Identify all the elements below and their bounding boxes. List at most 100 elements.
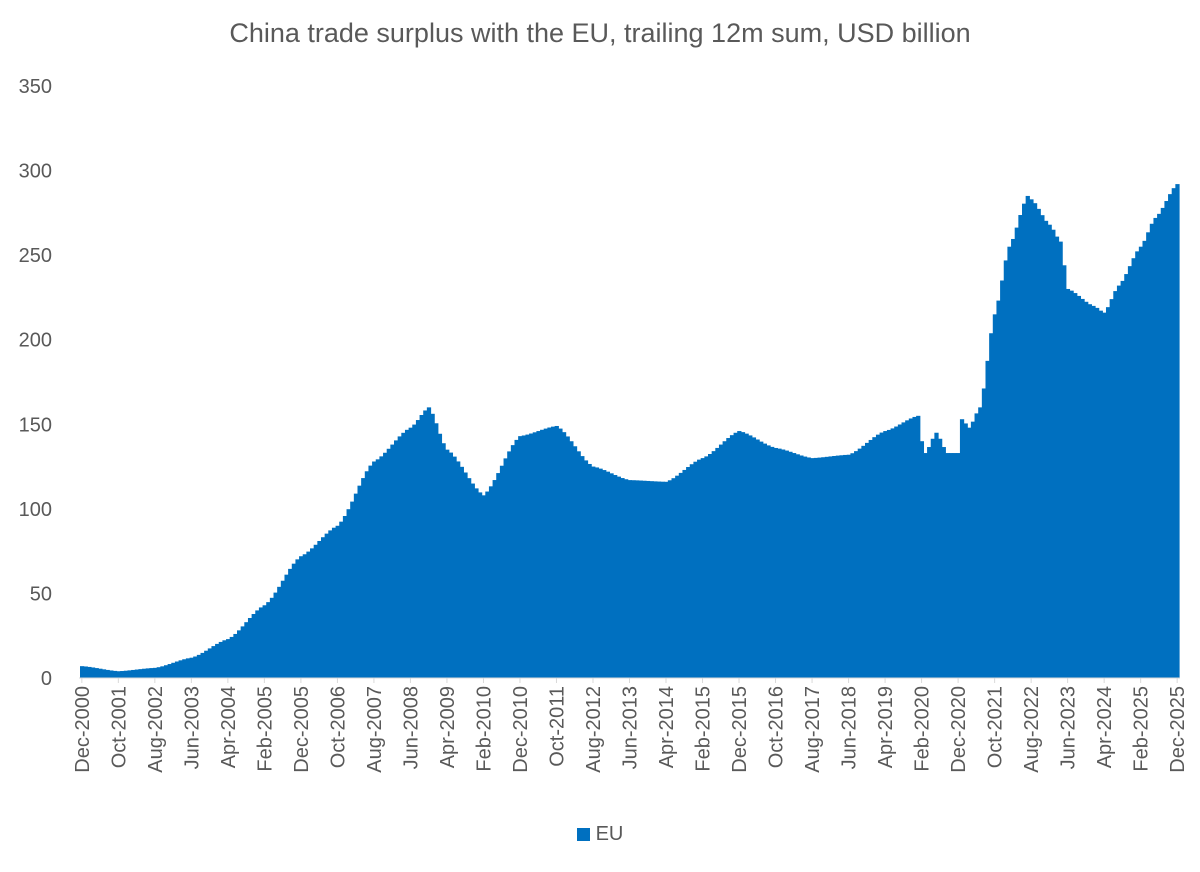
bar: [1164, 201, 1169, 678]
bar: [981, 388, 987, 678]
bar: [540, 429, 545, 678]
bar: [547, 427, 552, 678]
bar: [1054, 236, 1060, 678]
bar: [959, 419, 965, 678]
bar: [697, 459, 702, 678]
bar: [788, 451, 793, 678]
bar: [1000, 280, 1005, 678]
bar: [127, 670, 132, 678]
bar: [251, 614, 256, 678]
bar: [280, 580, 286, 678]
bar: [386, 448, 391, 678]
bar: [558, 428, 563, 678]
bar: [218, 641, 223, 678]
bar: [474, 488, 479, 678]
bar: [551, 426, 556, 678]
x-tick-label: Aug-2012: [583, 686, 605, 773]
bar: [419, 415, 424, 678]
bar: [945, 453, 950, 678]
y-tick-label: 200: [19, 330, 52, 352]
bar: [94, 668, 99, 678]
bar: [580, 456, 585, 678]
bar: [109, 670, 114, 678]
bar: [456, 461, 461, 678]
bar: [1062, 265, 1067, 678]
legend-swatch-eu: [576, 828, 590, 842]
bar: [320, 537, 326, 678]
bar: [503, 458, 508, 678]
bar: [514, 439, 519, 678]
bar: [1131, 258, 1136, 678]
x-tick-label: Apr-2024: [1094, 686, 1116, 768]
x-tick-label: Feb-2020: [912, 686, 934, 772]
bar: [770, 446, 775, 678]
bar: [350, 501, 355, 678]
bar: [1120, 280, 1125, 678]
x-tick-label: Aug-2002: [145, 686, 167, 773]
bar: [437, 433, 443, 678]
bar: [357, 485, 362, 678]
bar: [715, 447, 720, 678]
bar: [594, 467, 600, 678]
bar: [306, 551, 311, 678]
bar: [426, 407, 432, 678]
bar: [711, 451, 716, 678]
bar: [204, 650, 209, 678]
y-tick-label: 50: [30, 583, 52, 605]
bar: [886, 429, 892, 678]
x-tick-label: Dec-2025: [1167, 686, 1189, 773]
bar: [207, 648, 213, 678]
bar: [1047, 224, 1052, 678]
bar: [821, 457, 826, 678]
bar: [299, 556, 304, 678]
bar: [317, 540, 322, 678]
bar: [948, 453, 954, 678]
bar: [1153, 217, 1158, 678]
x-tick-label: Jun-2023: [1058, 686, 1080, 769]
bar: [390, 444, 395, 678]
bar: [1014, 227, 1019, 679]
bar: [938, 438, 943, 678]
bar: [1135, 251, 1140, 678]
bar: [470, 483, 475, 678]
bar: [467, 478, 472, 678]
bar: [434, 423, 439, 678]
bar: [868, 439, 873, 678]
bar: [492, 480, 497, 678]
bar: [171, 662, 176, 678]
x-tick-label: Feb-2025: [1131, 686, 1153, 772]
x-tick-label: Aug-2007: [364, 686, 386, 773]
bar: [1102, 312, 1107, 678]
bar: [98, 668, 103, 678]
x-tick-label: Jun-2013: [620, 686, 642, 769]
bar: [591, 466, 596, 678]
bar: [682, 469, 687, 678]
bar: [737, 431, 742, 678]
bar: [83, 666, 88, 678]
bar: [536, 431, 541, 678]
bar: [923, 453, 928, 678]
bar: [284, 574, 289, 678]
bar: [587, 463, 592, 678]
bar: [131, 669, 136, 678]
bar: [919, 441, 925, 678]
bar: [156, 667, 161, 678]
bar: [857, 448, 862, 678]
bar: [773, 447, 778, 678]
x-tick-label: Jun-2008: [400, 686, 422, 769]
bar: [569, 441, 574, 678]
bar: [237, 630, 242, 678]
bar: [394, 440, 399, 678]
bar: [916, 415, 921, 678]
bar: [247, 617, 253, 678]
bar: [229, 636, 234, 678]
bar: [846, 454, 851, 678]
bar: [134, 669, 140, 678]
bar-series-eu: [80, 184, 1180, 679]
x-tick-label: Dec-2020: [948, 686, 970, 773]
x-tick-label: Apr-2009: [437, 686, 459, 768]
bar: [748, 435, 753, 678]
bar: [817, 457, 822, 678]
bar: [905, 420, 910, 678]
bar: [408, 427, 413, 678]
